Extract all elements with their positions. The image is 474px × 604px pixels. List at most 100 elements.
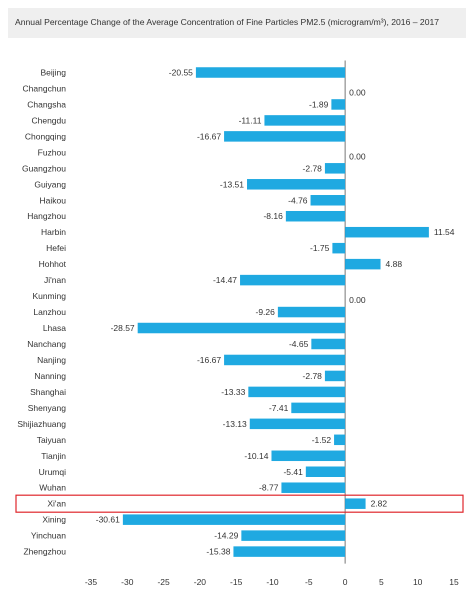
value-label-hangzhou: -8.16	[263, 211, 283, 221]
bar-guiyang	[247, 179, 346, 190]
value-label-nanchang: -4.65	[289, 339, 309, 349]
bar-yinchuan	[241, 530, 346, 541]
category-label-beijing: Beijing	[40, 68, 66, 78]
value-label-xining: -30.61	[96, 515, 120, 525]
bar-changsha	[331, 99, 346, 110]
chart-title: Annual Percentage Change of the Average …	[15, 17, 440, 27]
bar-hohhot	[345, 258, 381, 270]
value-label-haikou: -4.76	[288, 195, 308, 205]
category-label-taiyuan: Taiyuan	[37, 435, 67, 445]
value-label-shanghai: -13.33	[221, 387, 245, 397]
bar-urumqi	[305, 466, 346, 477]
x-tick-label: -5	[305, 577, 313, 587]
category-label-guangzhou: Guangzhou	[22, 163, 66, 173]
category-label-hefei: Hefei	[46, 243, 66, 253]
value-label-hefei: -1.75	[310, 243, 330, 253]
x-tick-label: -25	[157, 577, 170, 587]
value-label-taiyuan: -1.52	[312, 435, 332, 445]
category-label-wuhan: Wuhan	[39, 483, 66, 493]
category-label-yinchuan: Yinchuan	[31, 531, 66, 541]
bar-lanzhou	[277, 306, 346, 318]
bar-tianjin	[271, 450, 346, 462]
bar-hefei	[332, 242, 346, 254]
bar-chengdu	[264, 115, 346, 126]
category-label-shanghai: Shanghai	[30, 387, 66, 397]
value-label-wuhan: -8.77	[259, 483, 279, 493]
category-label-shenyang: Shenyang	[28, 403, 67, 413]
value-label-shijiazhuang: -13.13	[223, 419, 247, 429]
category-label-guiyang: Guiyang	[34, 179, 66, 189]
category-label-nanjing: Nanjing	[37, 355, 66, 365]
category-label-fuzhou: Fuzhou	[38, 147, 67, 157]
category-label-kunming: Kunming	[32, 291, 66, 301]
x-tick-label: 5	[379, 577, 384, 587]
x-tick-label: -15	[230, 577, 243, 587]
bar-guangzhou	[324, 163, 346, 174]
category-label-haikou: Haikou	[40, 195, 67, 205]
bar-hangzhou	[285, 210, 346, 222]
x-tick-label: 0	[343, 577, 348, 587]
category-label-xining: Xining	[42, 515, 66, 525]
category-label-hangzhou: Hangzhou	[27, 211, 66, 221]
x-tick-label: 10	[413, 577, 423, 587]
value-label-nanjing: -16.67	[197, 355, 221, 365]
bar-nanchang	[311, 338, 346, 350]
x-tick-label: -10	[266, 577, 279, 587]
bar-shenyang	[291, 402, 346, 414]
bar-ji-nan	[240, 274, 346, 286]
category-label-changsha: Changsha	[27, 99, 66, 109]
value-label-harbin: 11.54	[434, 227, 455, 237]
x-tick-label: -20	[194, 577, 207, 587]
category-label-chongqing: Chongqing	[25, 131, 66, 141]
value-label-zhengzhou: -15.38	[206, 547, 230, 557]
x-tick-label: -30	[121, 577, 134, 587]
value-label-kunming: 0.00	[349, 295, 366, 305]
value-label-changsha: -1.89	[309, 99, 329, 109]
value-label-tianjin: -10.14	[244, 451, 268, 461]
value-label-guiyang: -13.51	[220, 179, 244, 189]
category-label-ji-nan: Ji'nan	[44, 275, 66, 285]
category-label-tianjin: Tianjin	[41, 451, 66, 461]
category-label-lhasa: Lhasa	[43, 323, 66, 333]
bar-zhengzhou	[233, 546, 346, 557]
x-tick-label: 15	[449, 577, 459, 587]
highlight-box	[15, 494, 464, 513]
value-label-ji-nan: -14.47	[213, 275, 237, 285]
bar-nanjing	[224, 354, 346, 366]
bar-nanning	[324, 370, 346, 382]
bar-beijing	[195, 67, 346, 78]
category-label-harbin: Harbin	[41, 227, 66, 237]
value-label-chengdu: -11.11	[239, 115, 262, 125]
value-label-hohhot: 4.88	[386, 259, 403, 269]
bar-lhasa	[137, 322, 346, 334]
bar-xi-an	[345, 498, 366, 509]
value-label-beijing: -20.55	[169, 68, 193, 78]
value-label-shenyang: -7.41	[269, 403, 289, 413]
bar-shanghai	[248, 386, 346, 398]
category-label-nanning: Nanning	[34, 371, 66, 381]
category-label-xi-an: Xi'an	[47, 499, 66, 509]
value-label-changchun: 0.00	[349, 87, 366, 97]
category-label-shijiazhuang: Shijiazhuang	[17, 419, 66, 429]
category-label-lanzhou: Lanzhou	[33, 307, 66, 317]
value-label-lanzhou: -9.26	[255, 307, 275, 317]
category-label-chengdu: Chengdu	[31, 115, 66, 125]
value-label-yinchuan: -14.29	[214, 531, 238, 541]
bar-harbin	[345, 226, 429, 238]
category-label-nanchang: Nanchang	[27, 339, 66, 349]
value-label-guangzhou: -2.78	[303, 163, 323, 173]
bar-xining	[122, 514, 346, 525]
bar-chongqing	[224, 131, 346, 142]
value-label-nanning: -2.78	[303, 371, 323, 381]
category-label-zhengzhou: Zhengzhou	[23, 547, 66, 557]
chart-title-bar: Annual Percentage Change of the Average …	[8, 8, 466, 38]
bar-haikou	[310, 195, 346, 206]
value-label-fuzhou: 0.00	[349, 151, 366, 161]
value-label-xi-an: 2.82	[371, 499, 388, 509]
value-label-urumqi: -5.41	[283, 467, 303, 477]
value-label-lhasa: -28.57	[111, 323, 135, 333]
bar-shijiazhuang	[249, 418, 346, 430]
category-label-urumqi: Urumqi	[39, 467, 67, 477]
bar-wuhan	[281, 482, 346, 493]
